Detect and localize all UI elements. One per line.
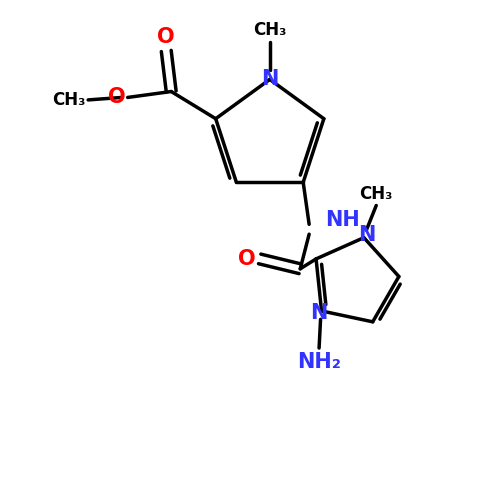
Text: N: N [310,304,328,324]
Text: CH₃: CH₃ [253,21,286,39]
Text: NH: NH [325,210,360,231]
Text: N: N [358,225,375,245]
Text: O: O [108,88,125,108]
Text: O: O [238,249,256,269]
Text: CH₃: CH₃ [360,184,393,202]
Text: N: N [261,70,278,89]
Text: CH₃: CH₃ [52,91,86,109]
Text: NH₂: NH₂ [297,352,341,372]
Text: O: O [158,27,175,47]
